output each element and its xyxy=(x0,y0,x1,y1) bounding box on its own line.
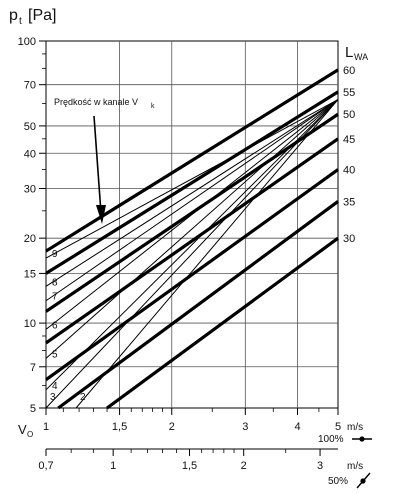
annotation-sub: k xyxy=(151,103,155,110)
x-axis-note: 100% xyxy=(318,434,344,445)
x2-tick-label: 1 xyxy=(110,460,116,472)
x2-ticks: 0,7 1 1,5 2 3 xyxy=(38,449,323,472)
y-tick-label: 15 xyxy=(24,268,36,280)
curve-label-8: 8 xyxy=(52,277,58,288)
lwa-label-35: 35 xyxy=(343,196,355,208)
curve-label-2: 2 xyxy=(80,392,86,403)
lwa-label-50: 50 xyxy=(343,109,355,121)
y-tick-label: 5 xyxy=(30,403,36,415)
y-axis-title-main: p xyxy=(9,7,18,24)
y-tick-label: 50 xyxy=(24,121,36,133)
full-open-icon xyxy=(352,436,372,442)
lwa-label-30: 30 xyxy=(343,233,355,245)
x-axis-title-sub: O xyxy=(27,430,33,439)
lwa-title: L WA xyxy=(345,44,368,62)
x-tick-label: 1 xyxy=(43,421,49,433)
x-tick-label: 2 xyxy=(169,421,175,433)
x-tick-label: 3 xyxy=(242,421,248,433)
annotation-arrow-head xyxy=(96,205,106,224)
y-ticks: 5 7 10 15 20 30 40 50 70 100 xyxy=(18,36,46,415)
lwa-curve-45 xyxy=(45,137,339,345)
annotation-arrow-shaft xyxy=(93,115,102,214)
curve-label-6: 6 xyxy=(52,320,58,331)
lwa-curve-30 xyxy=(106,236,339,410)
lwa-label-40: 40 xyxy=(343,165,355,177)
curve-label-4: 4 xyxy=(52,381,58,392)
y-tick-label: 30 xyxy=(24,183,36,195)
plot-frame xyxy=(45,40,339,409)
x2-axis-note: 50% xyxy=(328,476,348,487)
lwa-curve-35 xyxy=(57,200,339,410)
curve-label-5: 5 xyxy=(52,349,58,360)
thin-curve-9 xyxy=(45,99,339,259)
x-axis-title: V O xyxy=(18,422,33,439)
lwa-title-sub: WA xyxy=(354,52,368,62)
x2-tick-label: 2 xyxy=(241,460,247,472)
thin-curve-5 xyxy=(45,99,339,359)
x-tick-label: 4 xyxy=(294,421,300,433)
lwa-curve-60 xyxy=(45,68,339,253)
lwa-label-55: 55 xyxy=(343,87,355,99)
annotation-text: Prędkość w kanale V xyxy=(54,97,138,107)
curve-label-7: 7 xyxy=(52,292,58,303)
lwa-curve-50 xyxy=(45,112,339,313)
thick-lines xyxy=(45,68,339,410)
curve-label-9: 9 xyxy=(52,249,58,260)
x-tick-label: 1,5 xyxy=(112,421,127,433)
velocity-annotation: Prędkość w kanale V k xyxy=(54,97,155,224)
y-axis-title-unit: [Pa] xyxy=(28,7,56,24)
lwa-curve-40 xyxy=(45,168,339,381)
thin-curve-8 xyxy=(45,99,339,287)
lwa-label-60: 60 xyxy=(343,65,355,77)
thin-curve-7 xyxy=(45,99,339,302)
y-tick-label: 40 xyxy=(24,148,36,160)
lwa-label-45: 45 xyxy=(343,134,355,146)
y-tick-label: 100 xyxy=(18,36,36,48)
y-tick-label: 70 xyxy=(24,80,36,92)
x-ticks: 1 1,5 2 3 4 5 xyxy=(43,408,341,433)
thin-curve-2 xyxy=(75,99,339,409)
y-tick-label: 7 xyxy=(30,362,36,374)
curve-labels: 9 8 7 6 5 43 2 xyxy=(50,249,86,403)
curve-label-3: 3 xyxy=(50,392,56,403)
x-tick-label: 5 xyxy=(335,421,341,433)
x-axis-unit: m/s xyxy=(347,422,363,433)
thin-lines xyxy=(45,99,339,409)
half-open-icon xyxy=(356,472,371,489)
lwa-title-main: L xyxy=(345,44,353,61)
lwa-labels: 60 55 50 45 40 35 30 xyxy=(343,65,355,245)
x2-tick-label: 0,7 xyxy=(38,460,53,472)
y-axis-title-sub: t xyxy=(19,16,22,27)
y-tick-label: 10 xyxy=(24,318,36,330)
x2-axis-unit: m/s xyxy=(347,461,363,472)
x-axis-title-main: V xyxy=(18,422,27,437)
x2-tick-label: 1,5 xyxy=(182,460,197,472)
y-axis-title: p t [Pa] xyxy=(9,7,56,27)
x2-tick-label: 3 xyxy=(317,460,323,472)
lwa-curve-55 xyxy=(45,90,339,275)
thin-curve-3 xyxy=(45,99,339,409)
y-tick-label: 20 xyxy=(24,233,36,245)
